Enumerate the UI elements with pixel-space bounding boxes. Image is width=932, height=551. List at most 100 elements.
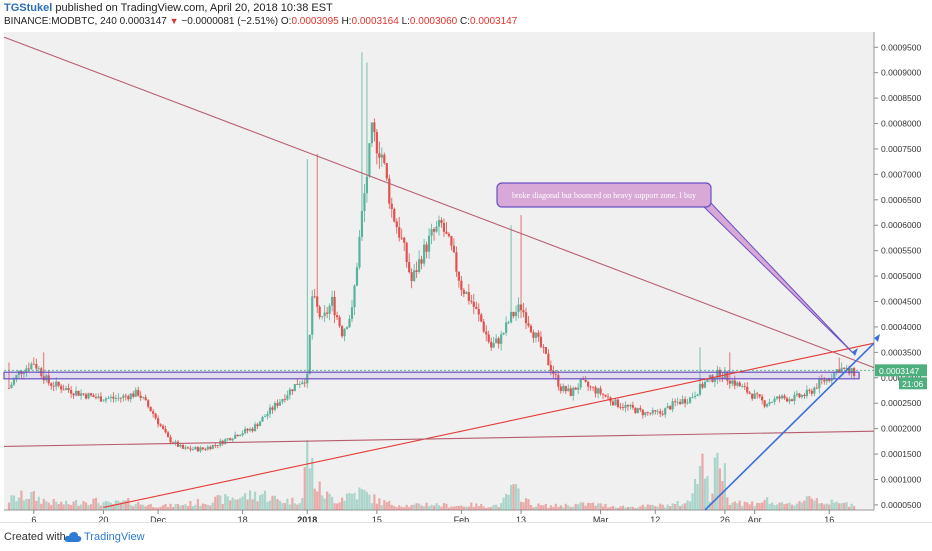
volume-bar [497,507,500,510]
candle-body [577,387,580,390]
volume-bar [124,500,127,510]
volume-bar [273,495,277,510]
candle-body [843,367,846,369]
candle-body [139,395,142,398]
volume-bar [161,505,165,510]
volume-bar [465,506,468,510]
candle-body [440,220,443,223]
candle-body [544,347,547,354]
volume-bar [283,502,286,510]
volume-bar [147,504,150,510]
volume-bar [333,503,336,510]
candle-body [273,403,277,410]
candle-body [87,393,90,399]
volume-bar [577,504,580,510]
volume-bar [582,502,585,510]
volume-bar [818,503,821,510]
volume-bar [134,503,137,510]
volume-bar [261,494,264,510]
candle-body [154,413,157,419]
candle-body [751,393,754,399]
volume-bar [340,497,344,510]
candle-body [743,386,746,387]
volume-bar [728,504,731,510]
volume-bar [266,501,269,510]
candle-body [231,438,234,441]
tradingview-cloud-icon[interactable] [64,530,82,544]
volume-bar [753,506,756,510]
candle-body [261,416,264,422]
candle-body [430,229,433,236]
price-tag-label: 0.0003147 [879,366,919,376]
candle-body [589,386,592,388]
candle-body [746,386,749,393]
volume-bar [32,491,35,510]
volume-bar [564,503,567,510]
close-value: 0.0003147 [469,16,518,27]
candle-body [94,397,98,398]
price-chart[interactable]: 0.0000500 0.0001000 0.0001500 0.0002000 0.00… [0,30,932,522]
candle-body [519,304,523,311]
blue-arrow-head [852,348,858,356]
volume-bar [248,490,252,510]
candle-body [726,371,729,381]
candle-body [296,384,299,385]
candle-body [134,389,137,397]
volume-bar [616,507,620,510]
candle-body [683,399,687,404]
candle-body [676,401,679,403]
candle-body [281,399,284,402]
candle-body [380,154,383,158]
volume-bar [296,504,299,510]
volume-bar [306,440,309,510]
volume-bar [547,507,550,510]
volume-bar [45,501,48,510]
volume-bar [246,499,249,510]
candle-body [248,428,252,431]
volume-bar [800,502,804,510]
candle-body [666,406,669,409]
volume-bar [748,504,751,510]
candle-body [109,396,112,398]
volume-bar [751,501,754,510]
volume-bar [601,506,605,510]
volume-bar [204,504,207,510]
volume-bar [669,506,672,510]
candle-body [442,222,446,232]
tradingview-link[interactable]: TradingView [84,531,145,543]
candle-body [174,441,177,444]
volume-bar [211,502,214,510]
volume-bar [12,495,16,510]
volume-bar [224,494,227,510]
candle-body [89,393,93,396]
volume-bar [184,504,187,510]
volume-bar [574,503,577,510]
candle-body [65,388,68,390]
volume-bar [629,506,632,510]
volume-bar [278,500,282,510]
volume-bar [214,496,217,510]
volume-bar [221,503,224,510]
volume-bar [430,504,433,510]
candle-body [718,369,721,378]
candle-body [119,397,122,399]
candle-body [766,404,769,407]
volume-bar [323,498,326,510]
x-tick-label: Mar [593,515,609,522]
author-link[interactable]: TGStukel [4,2,53,14]
volume-bar [823,504,826,510]
volume-bar [681,504,684,510]
candle-body [830,378,833,381]
volume-bar [798,501,801,510]
candle-body [323,312,326,317]
candle-body [181,444,185,449]
volume-bar [529,504,533,510]
volume-bar [756,502,759,510]
candle-body [480,314,483,322]
candle-body [127,396,130,400]
candle-body [810,390,813,394]
candle-body [388,178,391,204]
x-tick-label: 12 [650,515,660,522]
volume-bar [350,493,354,510]
candle-body [514,311,518,317]
